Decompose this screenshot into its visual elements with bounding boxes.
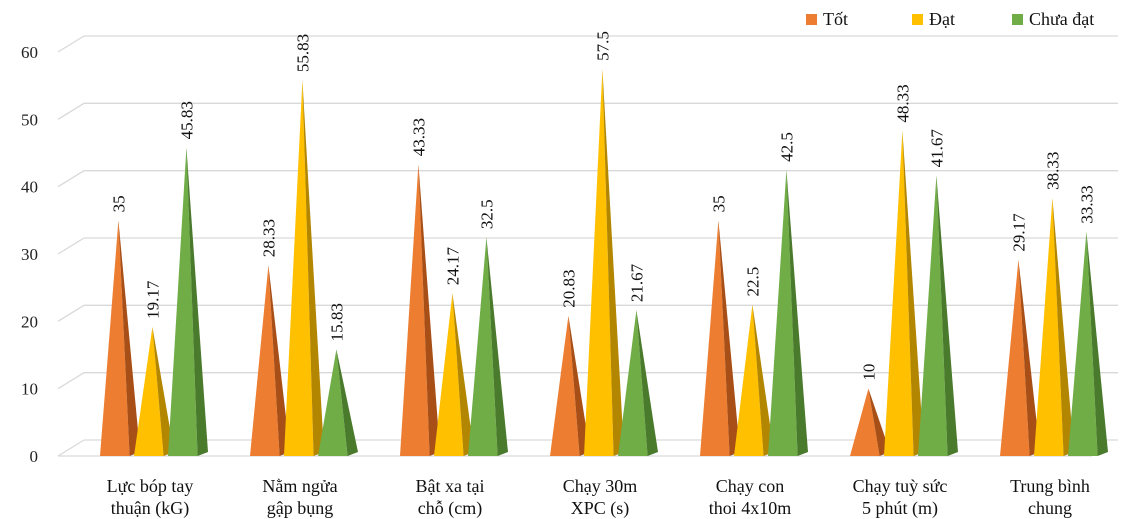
y-tick-label: 40 xyxy=(21,178,38,197)
legend-swatch xyxy=(912,14,923,25)
legend-swatch xyxy=(806,14,817,25)
data-label: 22.5 xyxy=(743,267,762,297)
gridline xyxy=(57,35,1118,53)
bar-3-1 xyxy=(168,147,208,457)
data-label: 42.5 xyxy=(777,132,796,162)
bar-1-3 xyxy=(400,164,440,456)
y-axis-ticks: 0 10 20 30 40 50 60 xyxy=(21,43,38,466)
data-label: 38.33 xyxy=(1043,152,1062,190)
data-label: 24.17 xyxy=(443,247,462,286)
legend-label: Chưa đạt xyxy=(1029,9,1094,29)
data-label: 43.33 xyxy=(409,118,428,156)
category-label: Bật xa tại xyxy=(416,476,485,496)
gridline xyxy=(57,304,1118,322)
legend-item: Chưa đạt xyxy=(1012,9,1094,29)
bar-3-2 xyxy=(318,349,358,456)
bar-2-3 xyxy=(434,293,474,456)
data-label: 57.5 xyxy=(593,31,612,61)
category-label: Nằm ngửa xyxy=(262,476,337,496)
bar-1-1 xyxy=(100,220,140,456)
data-label: 20.83 xyxy=(559,269,578,307)
y-tick-label: 20 xyxy=(21,312,38,331)
category-label: thuận (kG) xyxy=(111,498,189,519)
data-label: 32.5 xyxy=(477,199,496,229)
data-labels: 35 19.17 45.83 28.33 55.83 15.83 43.33 24.17 32.… xyxy=(109,31,1096,381)
legend-label: Đạt xyxy=(929,9,955,29)
gridline xyxy=(57,237,1118,255)
bar-2-4 xyxy=(584,68,624,456)
category-label: Trung bình xyxy=(1010,476,1090,496)
y-tick-label: 50 xyxy=(21,110,38,129)
bar-3-3 xyxy=(468,237,508,456)
data-label: 21.67 xyxy=(627,263,646,302)
data-label: 55.83 xyxy=(293,34,312,72)
data-label: 28.33 xyxy=(259,219,278,257)
data-label: 10 xyxy=(859,364,878,381)
bar-2-2 xyxy=(284,80,324,456)
category-label: XPC (s) xyxy=(571,498,630,519)
y-tick-label: 0 xyxy=(30,447,39,466)
bar-1-6 xyxy=(850,388,890,456)
category-label: Chạy tuỳ sức xyxy=(853,476,948,496)
gridline xyxy=(57,170,1118,188)
category-label: gập bụng xyxy=(267,498,334,518)
bar-1-5 xyxy=(700,220,740,456)
data-label: 29.17 xyxy=(1009,213,1028,252)
y-tick-label: 30 xyxy=(21,245,38,264)
legend-item: Đạt xyxy=(912,9,955,29)
data-label: 45.83 xyxy=(177,101,196,139)
gridline xyxy=(57,102,1118,120)
bar-3-5 xyxy=(768,169,808,457)
data-label: 41.67 xyxy=(927,129,946,168)
category-label: 5 phút (m) xyxy=(862,498,938,519)
category-label: chung xyxy=(1028,498,1072,518)
bar-2-5 xyxy=(734,304,774,456)
data-label: 15.83 xyxy=(327,303,346,341)
data-label: 48.33 xyxy=(893,84,912,122)
bar-3-6 xyxy=(918,175,958,456)
category-label: Chạy 30m xyxy=(563,476,638,496)
data-label: 19.17 xyxy=(143,280,162,319)
category-label: Lực bóp tay xyxy=(107,476,194,496)
bar-2-1 xyxy=(134,326,174,456)
legend-item: Tốt xyxy=(806,9,848,29)
y-tick-label: 60 xyxy=(21,43,38,62)
bar-2-6 xyxy=(884,130,924,456)
bar-3-4 xyxy=(618,310,658,456)
category-label: chỗ (cm) xyxy=(418,498,482,519)
bar-1-7 xyxy=(1000,259,1040,456)
category-label: Chạy con xyxy=(716,476,784,496)
legend-swatch xyxy=(1012,14,1023,25)
data-label: 33.33 xyxy=(1077,185,1096,223)
bar-1-2 xyxy=(250,265,290,456)
data-label: 35 xyxy=(709,195,728,212)
legend: Tốt Đạt Chưa đạt xyxy=(806,9,1094,29)
y-tick-label: 10 xyxy=(21,380,38,399)
bar-3-7 xyxy=(1068,231,1108,456)
data-label: 35 xyxy=(109,195,128,212)
legend-label: Tốt xyxy=(823,9,848,29)
bar-2-7 xyxy=(1034,197,1074,457)
category-label: thoi 4x10m xyxy=(709,498,792,518)
bar-1-4 xyxy=(550,315,590,456)
bars xyxy=(100,68,1108,457)
